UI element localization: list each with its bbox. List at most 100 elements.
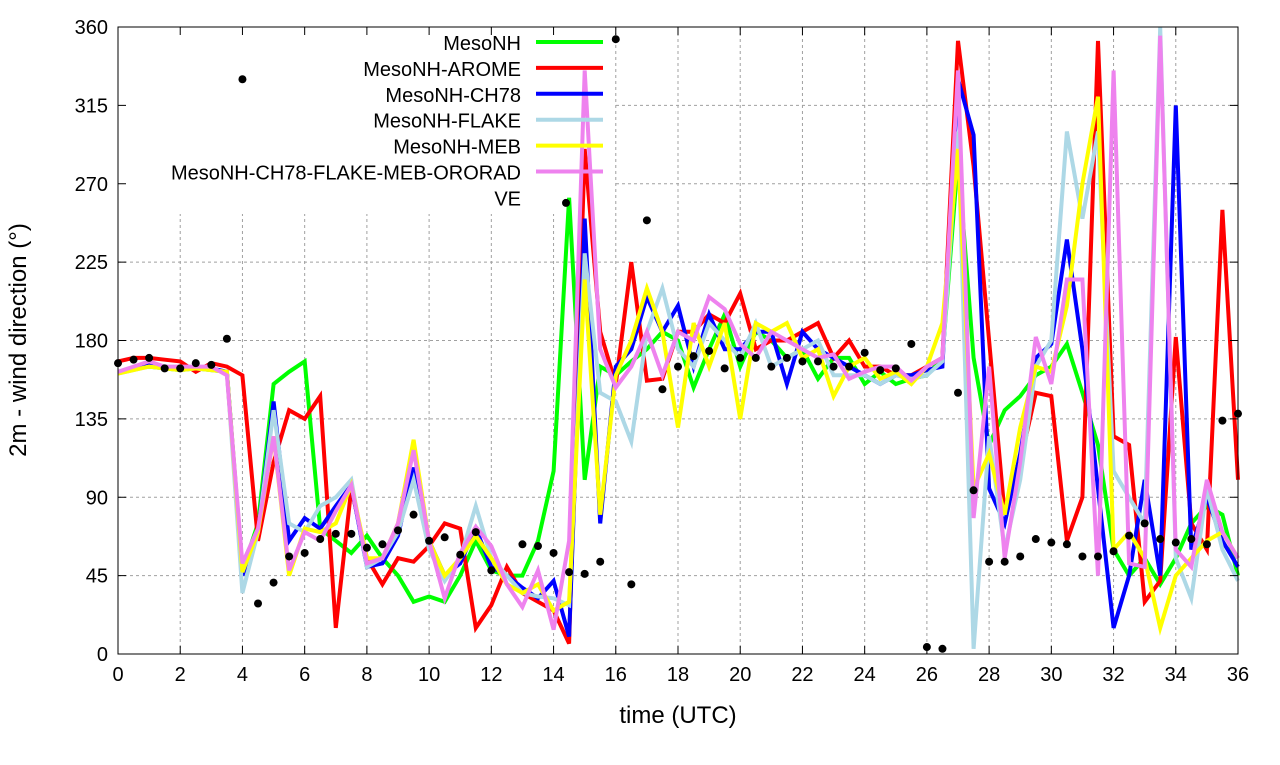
legend-label: MesoNH — [443, 33, 521, 55]
x-tick-label: 16 — [605, 664, 627, 686]
ve-point — [176, 364, 185, 373]
ve-point — [1078, 552, 1087, 561]
x-axis-label: time (UTC) — [619, 702, 736, 729]
ve-point — [969, 486, 978, 495]
ve-point — [471, 528, 480, 537]
ve-point — [145, 353, 154, 362]
ve-point — [1109, 547, 1118, 556]
x-tick-label: 18 — [667, 664, 689, 686]
ve-point — [331, 529, 340, 538]
ve-point — [518, 540, 527, 549]
ve-point — [425, 536, 434, 545]
ve-point — [378, 540, 387, 549]
x-tick-label: 6 — [299, 664, 310, 686]
x-tick-label: 30 — [1040, 664, 1062, 686]
ve-point — [658, 385, 667, 394]
ve-point — [409, 510, 418, 519]
axis-ticks: 0 2 4 6 8 10 12 14 16 18 20 22 24 26 28 30 32 34 360459013… — [75, 17, 1250, 686]
legend-label: VE — [494, 188, 521, 210]
ve-point — [347, 529, 356, 538]
ve-point — [1202, 540, 1211, 549]
ve-point — [129, 355, 138, 364]
y-tick-label: 135 — [75, 409, 108, 431]
ve-point — [767, 362, 776, 371]
ve-point — [845, 362, 854, 371]
ve-point — [316, 535, 325, 544]
ve-point — [222, 334, 231, 343]
legend-label: MesoNH-FLAKE — [373, 111, 521, 133]
ve-point — [565, 568, 574, 577]
x-tick-label: 22 — [791, 664, 813, 686]
y-tick-label: 225 — [75, 252, 108, 274]
ve-point — [1140, 519, 1149, 528]
ve-point — [440, 533, 449, 542]
ve-point — [1047, 538, 1056, 547]
y-tick-label: 180 — [75, 331, 108, 353]
ve-point — [1000, 557, 1009, 566]
ve-point — [596, 557, 605, 566]
y-tick-label: 270 — [75, 174, 108, 196]
y-axis-label: 2m - wind direction (°) — [5, 223, 32, 457]
ve-point — [160, 364, 169, 373]
ve-point — [611, 35, 620, 44]
ve-point — [534, 542, 542, 551]
ve-point — [254, 599, 262, 608]
ve-point — [580, 569, 589, 578]
x-tick-label: 4 — [237, 664, 248, 686]
ve-point — [1218, 416, 1227, 425]
x-tick-label: 0 — [112, 664, 123, 686]
x-tick-label: 20 — [729, 664, 751, 686]
ve-point — [985, 557, 994, 566]
x-tick-label: 26 — [916, 664, 938, 686]
ve-point — [627, 580, 636, 589]
x-tick-label: 8 — [361, 664, 372, 686]
ve-point — [798, 357, 807, 366]
y-tick-label: 45 — [86, 566, 108, 588]
ve-point — [487, 566, 496, 575]
ve-point — [736, 353, 745, 362]
ve-point — [891, 364, 900, 373]
x-tick-label: 28 — [978, 664, 1000, 686]
legend-label: MesoNH-MEB — [393, 137, 521, 159]
ve-point — [300, 548, 309, 557]
ve-point — [814, 357, 822, 366]
ve-point — [238, 75, 247, 84]
x-tick-label: 14 — [542, 664, 564, 686]
ve-point — [1187, 535, 1196, 544]
observation-points — [114, 35, 1242, 653]
y-tick-label: 360 — [75, 17, 108, 39]
ve-point — [829, 362, 838, 371]
ve-point — [191, 359, 200, 368]
x-tick-label: 24 — [854, 664, 876, 686]
ve-point — [938, 644, 947, 653]
ve-point — [642, 216, 651, 225]
ve-point — [751, 353, 760, 362]
ve-point — [1031, 535, 1040, 544]
ve-point — [876, 366, 885, 375]
ve-point — [394, 526, 402, 535]
ve-point — [1156, 535, 1165, 544]
ve-point — [1171, 538, 1180, 547]
x-tick-label: 32 — [1102, 664, 1124, 686]
legend-label: MesoNH-CH78 — [385, 85, 521, 107]
ve-point — [1125, 531, 1134, 540]
legend-background — [100, 28, 615, 214]
ve-point — [1062, 540, 1071, 549]
ve-point — [1016, 552, 1025, 561]
ve-point — [907, 339, 916, 348]
x-tick-label: 34 — [1165, 664, 1187, 686]
ve-point — [689, 352, 698, 361]
legend-label: MesoNH-AROME — [363, 59, 521, 81]
ve-point — [456, 550, 465, 559]
ve-point — [269, 578, 278, 587]
ve-point — [705, 346, 714, 355]
x-tick-label: 36 — [1227, 664, 1249, 686]
ve-point — [954, 388, 962, 397]
ve-point — [549, 548, 558, 557]
legend: MesoNH MesoNH-AROME MesoNH-CH78 MesoNH-FLAK… — [171, 33, 603, 210]
ve-point — [362, 543, 371, 552]
ve-point — [285, 552, 294, 561]
x-tick-label: 12 — [480, 664, 502, 686]
ve-point — [1094, 552, 1102, 561]
